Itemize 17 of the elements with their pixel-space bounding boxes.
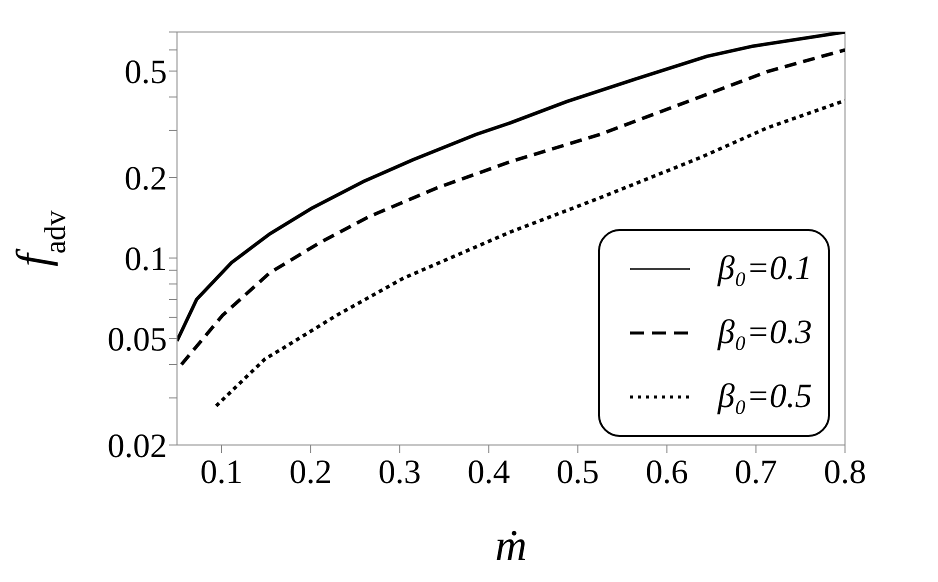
x-axis-title: ṁ: [495, 521, 527, 570]
x-tick-label: 0.4: [467, 454, 510, 492]
legend-label: β₀=0.5: [718, 378, 812, 416]
x-tick-label: 0.1: [200, 454, 243, 492]
y-tick-label: 0.2: [124, 160, 167, 198]
y-tick-label: 0.02: [108, 428, 167, 466]
x-tick-label: 0.7: [734, 454, 778, 492]
y-tick-label: 0.1: [124, 241, 167, 278]
x-tick-label: 0.2: [289, 454, 332, 492]
x-tick-label: 0.6: [646, 454, 688, 492]
x-tick-label: 0.5: [556, 454, 600, 492]
x-tick-label: 0.8: [824, 454, 866, 492]
y-tick-label: 0.5: [124, 54, 167, 92]
legend-label: β₀=0.1: [718, 250, 812, 288]
x-tick-label: 0.3: [378, 454, 421, 492]
y-tick-label: 0.05: [108, 322, 167, 359]
legend-label: β₀=0.3: [718, 314, 812, 352]
